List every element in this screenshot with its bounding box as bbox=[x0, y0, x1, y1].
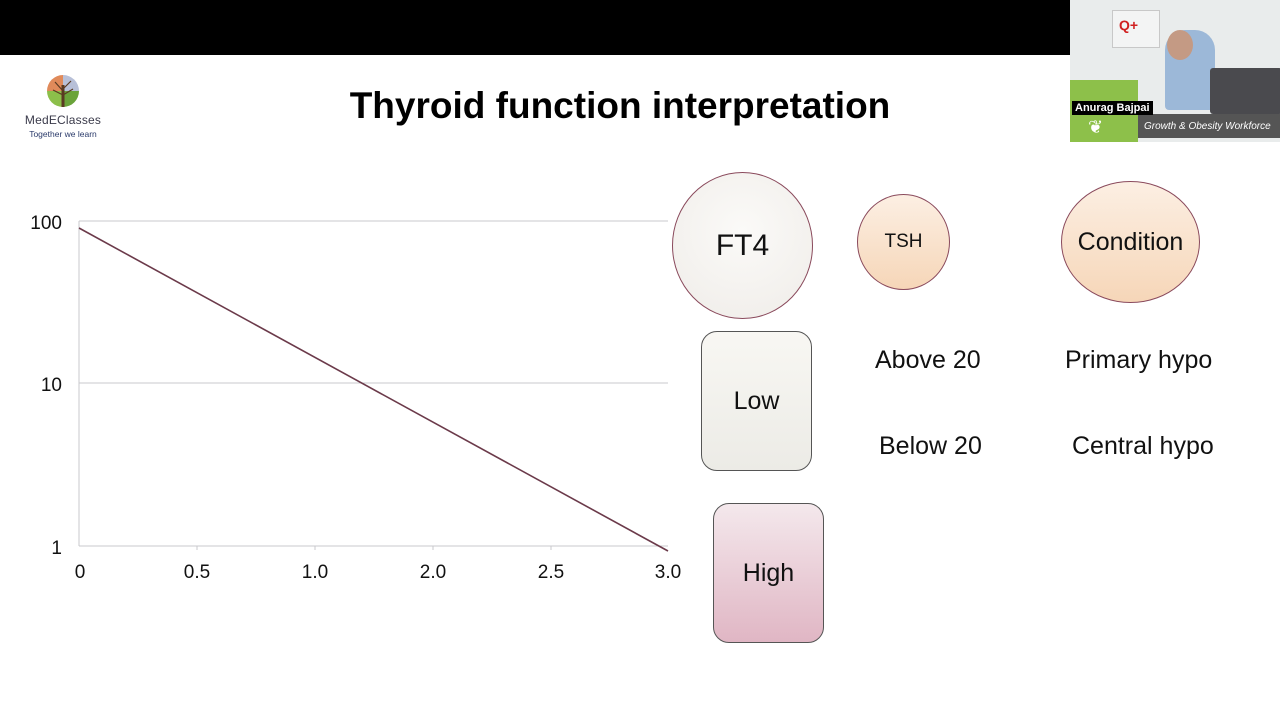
banner-text: Growth & Obesity Workforce bbox=[1138, 114, 1280, 138]
data-line bbox=[78, 227, 669, 552]
x-tick-label: 2.0 bbox=[420, 562, 446, 583]
video-top-bar bbox=[0, 0, 1280, 55]
clinic-logo-icon: Q+ bbox=[1119, 17, 1139, 33]
y-tick-label: 100 bbox=[30, 213, 62, 234]
x-tick-label: 0 bbox=[75, 562, 86, 583]
x-tick-label: 2.5 bbox=[538, 562, 564, 583]
y-tick-label: 10 bbox=[41, 375, 62, 396]
x-tick-label: 1.0 bbox=[302, 562, 328, 583]
slide-title: Thyroid function interpretation bbox=[349, 85, 891, 126]
y-tick-label: 1 bbox=[51, 538, 62, 559]
logo-name: MedEClasses bbox=[24, 113, 102, 127]
x-ticks bbox=[196, 546, 552, 550]
x-tick-label: 0.5 bbox=[184, 562, 210, 583]
speaker-video-thumbnail[interactable]: Q+ ❦ Growth & Obesity Workforce Anurag B… bbox=[1070, 0, 1280, 142]
tree-logo-icon bbox=[47, 75, 79, 107]
slide: MedEClasses Together we learn Thyroid fu… bbox=[0, 55, 1280, 720]
x-tick-label: 3.0 bbox=[655, 562, 681, 583]
logo-tagline: Together we learn bbox=[29, 129, 97, 139]
wall-sign: Q+ bbox=[1112, 10, 1160, 48]
laptop bbox=[1210, 68, 1280, 114]
gridlines bbox=[78, 220, 668, 547]
speaker-head bbox=[1167, 30, 1193, 60]
leaf-icon: ❦ bbox=[1088, 117, 1104, 137]
speaker-name: Anurag Bajpai bbox=[1072, 101, 1153, 115]
log-line-chart: 100 10 1 0 0.5 1.0 2.0 2.5 3.0 bbox=[30, 213, 681, 583]
logo: MedEClasses Together we learn bbox=[18, 73, 108, 139]
